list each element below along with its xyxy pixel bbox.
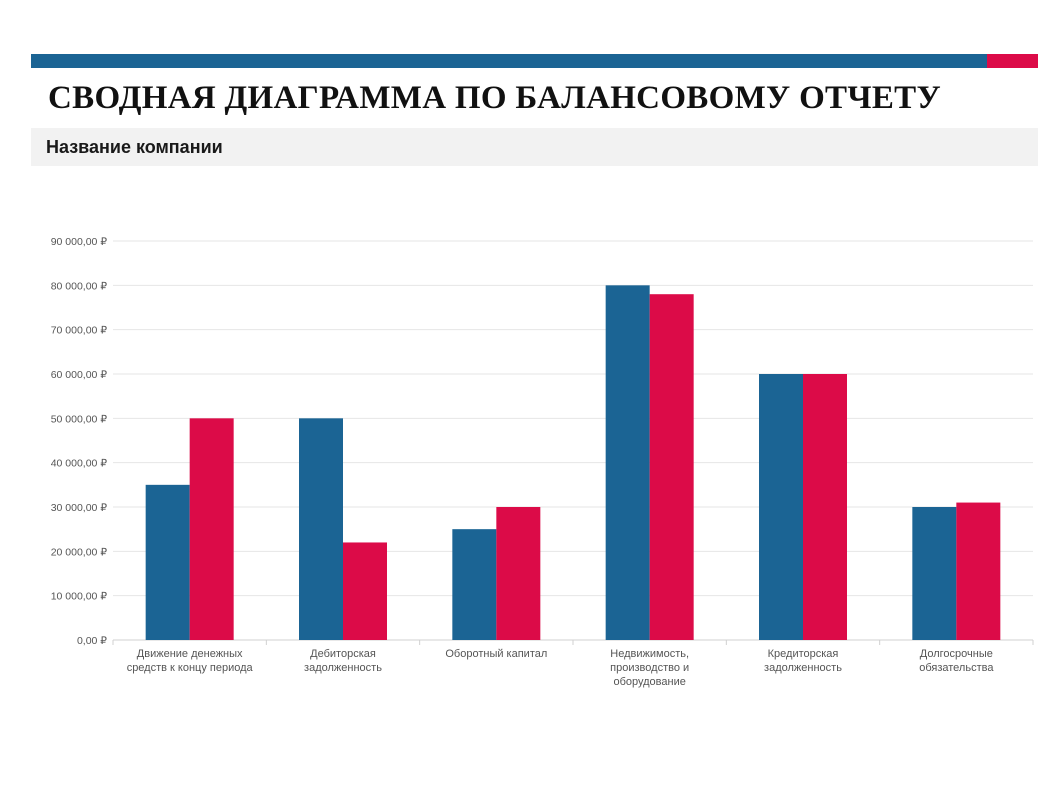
- subtitle-band: Название компании: [31, 128, 1038, 166]
- bar-series-2: [189, 418, 234, 640]
- category-label: оборудование: [613, 676, 685, 688]
- y-tick-label: 60 000,00 ₽: [51, 369, 108, 381]
- bar-series-1: [912, 507, 957, 640]
- bar-series-2: [803, 374, 847, 640]
- y-tick-label: 50 000,00 ₽: [51, 413, 108, 425]
- bar-series-2: [343, 542, 387, 640]
- y-tick-label: 70 000,00 ₽: [51, 325, 108, 337]
- bar-series-1: [759, 374, 803, 640]
- category-label: Оборотный капитал: [445, 648, 547, 660]
- category-label: производство и: [610, 662, 689, 674]
- y-tick-label: 0,00 ₽: [77, 635, 107, 647]
- y-tick-label: 20 000,00 ₽: [51, 546, 108, 558]
- category-label: Кредиторская: [768, 648, 839, 660]
- y-tick-label: 30 000,00 ₽: [51, 502, 108, 514]
- header-bar: [31, 54, 987, 68]
- category-label: задолженность: [764, 662, 842, 674]
- category-label: Недвижимость,: [610, 648, 689, 660]
- category-label: задолженность: [304, 662, 382, 674]
- bar-series-1: [605, 285, 650, 640]
- category-label: обязательства: [919, 662, 994, 674]
- y-tick-label: 90 000,00 ₽: [51, 236, 108, 248]
- y-tick-label: 40 000,00 ₽: [51, 458, 108, 470]
- bar-series-1: [299, 418, 343, 640]
- category-label: Дебиторская: [310, 648, 376, 660]
- category-label: Движение денежных: [137, 648, 243, 660]
- category-label: средств к концу периода: [127, 662, 254, 674]
- page-title: СВОДНАЯ ДИАГРАММА ПО БАЛАНСОВОМУ ОТЧЕТУ: [48, 80, 942, 116]
- bar-series-1: [452, 529, 497, 640]
- bar-series-2: [956, 502, 1001, 640]
- header-bar-accent: [987, 54, 1038, 68]
- bar-series-1: [145, 484, 190, 640]
- bar-series-2: [496, 507, 541, 640]
- company-name: Название компании: [46, 137, 223, 157]
- bar-series-2: [649, 294, 694, 640]
- y-tick-label: 80 000,00 ₽: [51, 280, 108, 292]
- y-tick-label: 10 000,00 ₽: [51, 591, 108, 603]
- category-label: Долгосрочные: [920, 648, 993, 660]
